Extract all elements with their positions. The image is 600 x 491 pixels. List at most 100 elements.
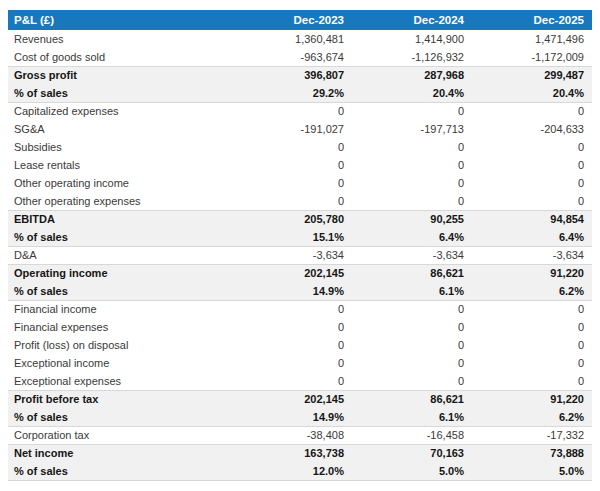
row-value: 6.2% (472, 282, 592, 300)
table-header-row: P&L (£) Dec-2023 Dec-2024 Dec-2025 (8, 10, 592, 30)
row-value: 287,968 (352, 66, 472, 84)
row-value: -3,634 (232, 246, 352, 264)
row-label: Profit (loss) on disposal (8, 336, 232, 354)
table-row: Capitalized expenses000 (8, 102, 592, 120)
row-label: Net income (8, 444, 232, 462)
row-value: 0 (232, 174, 352, 192)
row-label: % of sales (8, 408, 232, 426)
row-value: -963,674 (232, 48, 352, 66)
row-value: 0 (232, 318, 352, 336)
row-value: 0 (472, 174, 592, 192)
row-value: 0 (232, 372, 352, 390)
table-row: Other operating income000 (8, 174, 592, 192)
summary-row: Net income163,73870,16373,888 (8, 444, 592, 462)
row-label: % of sales (8, 462, 232, 480)
table-body: Revenues1,360,4811,414,9001,471,496Cost … (8, 30, 592, 480)
row-value: 20.4% (352, 84, 472, 102)
row-label: % of sales (8, 228, 232, 246)
row-value: 6.1% (352, 408, 472, 426)
row-value: 94,854 (472, 210, 592, 228)
row-value: 202,145 (232, 390, 352, 408)
row-value: 0 (232, 138, 352, 156)
table-row: Exceptional expenses000 (8, 372, 592, 390)
row-value: 0 (472, 318, 592, 336)
row-value: 0 (472, 372, 592, 390)
row-value: 1,414,900 (352, 30, 472, 48)
row-value: 6.1% (352, 282, 472, 300)
table-row: Financial expenses000 (8, 318, 592, 336)
summary-row: % of sales14.9%6.1%6.2% (8, 408, 592, 426)
row-value: 299,487 (472, 66, 592, 84)
row-value: 73,888 (472, 444, 592, 462)
row-value: -204,633 (472, 120, 592, 138)
row-value: 0 (232, 156, 352, 174)
row-value: -1,126,932 (352, 48, 472, 66)
row-label: Gross profit (8, 66, 232, 84)
row-value: 14.9% (232, 282, 352, 300)
row-label: Corporation tax (8, 426, 232, 444)
table-row: Subsidies000 (8, 138, 592, 156)
table-row: Cost of goods sold-963,674-1,126,932-1,1… (8, 48, 592, 66)
row-label: Operating income (8, 264, 232, 282)
summary-row: % of sales12.0%5.0%5.0% (8, 462, 592, 480)
row-value: 15.1% (232, 228, 352, 246)
table-row: D&A-3,634-3,634-3,634 (8, 246, 592, 264)
row-value: 0 (232, 300, 352, 318)
table-row: SG&A-191,027-197,713-204,633 (8, 120, 592, 138)
table-row: Other operating expenses000 (8, 192, 592, 210)
summary-row: Operating income202,14586,62191,220 (8, 264, 592, 282)
row-label: Other operating expenses (8, 192, 232, 210)
table-row: Exceptional income000 (8, 354, 592, 372)
row-label: Lease rentals (8, 156, 232, 174)
row-value: -3,634 (472, 246, 592, 264)
row-value: 12.0% (232, 462, 352, 480)
row-value: 0 (472, 336, 592, 354)
summary-row: % of sales14.9%6.1%6.2% (8, 282, 592, 300)
row-value: 0 (232, 192, 352, 210)
row-value: 86,621 (352, 390, 472, 408)
row-value: 0 (352, 102, 472, 120)
row-value: 6.4% (352, 228, 472, 246)
row-value: 20.4% (472, 84, 592, 102)
row-label: SG&A (8, 120, 232, 138)
row-value: 202,145 (232, 264, 352, 282)
row-value: 0 (472, 354, 592, 372)
row-value: 0 (352, 318, 472, 336)
row-value: 0 (352, 372, 472, 390)
row-value: 0 (472, 300, 592, 318)
row-value: 1,360,481 (232, 30, 352, 48)
row-value: 0 (352, 156, 472, 174)
row-value: 6.4% (472, 228, 592, 246)
row-value: -3,634 (352, 246, 472, 264)
row-value: 70,163 (352, 444, 472, 462)
row-value: -197,713 (352, 120, 472, 138)
row-value: 29.2% (232, 84, 352, 102)
row-value: 0 (352, 354, 472, 372)
row-label: Cost of goods sold (8, 48, 232, 66)
row-value: 205,780 (232, 210, 352, 228)
row-value: 5.0% (352, 462, 472, 480)
row-value: 0 (352, 138, 472, 156)
row-value: 90,255 (352, 210, 472, 228)
row-value: 86,621 (352, 264, 472, 282)
row-value: 1,471,496 (472, 30, 592, 48)
summary-row: % of sales15.1%6.4%6.4% (8, 228, 592, 246)
row-value: -1,172,009 (472, 48, 592, 66)
table-header-dec-2023: Dec-2023 (232, 10, 352, 30)
table-row: Revenues1,360,4811,414,9001,471,496 (8, 30, 592, 48)
row-value: 0 (352, 336, 472, 354)
row-value: 6.2% (472, 408, 592, 426)
row-value: 0 (472, 156, 592, 174)
row-label: Subsidies (8, 138, 232, 156)
summary-row: Gross profit396,807287,968299,487 (8, 66, 592, 84)
row-label: Capitalized expenses (8, 102, 232, 120)
row-value: 14.9% (232, 408, 352, 426)
pnl-table: P&L (£) Dec-2023 Dec-2024 Dec-2025 Reven… (8, 10, 592, 481)
summary-row: EBITDA205,78090,25594,854 (8, 210, 592, 228)
row-value: 0 (232, 354, 352, 372)
row-value: 0 (472, 192, 592, 210)
row-value: -38,408 (232, 426, 352, 444)
table-header-dec-2024: Dec-2024 (352, 10, 472, 30)
table-row: Lease rentals000 (8, 156, 592, 174)
row-label: D&A (8, 246, 232, 264)
